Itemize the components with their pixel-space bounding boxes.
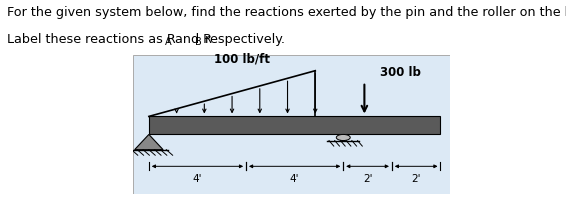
Text: and R: and R (171, 33, 212, 46)
Text: Label these reactions as R: Label these reactions as R (7, 33, 175, 46)
Text: respectively.: respectively. (201, 33, 285, 46)
Text: A: A (165, 37, 171, 47)
Text: 2': 2' (363, 174, 372, 184)
Text: 2': 2' (411, 174, 421, 184)
Text: 100 lb/ft: 100 lb/ft (213, 52, 269, 65)
Text: For the given system below, find the reactions exerted by the pin and the roller: For the given system below, find the rea… (7, 6, 566, 19)
Text: 300 lb: 300 lb (380, 66, 421, 79)
Bar (149, 116, 440, 134)
Text: 4': 4' (192, 174, 202, 184)
Circle shape (336, 134, 350, 141)
Polygon shape (135, 134, 163, 150)
Text: B: B (195, 37, 202, 47)
Text: 4': 4' (290, 174, 299, 184)
